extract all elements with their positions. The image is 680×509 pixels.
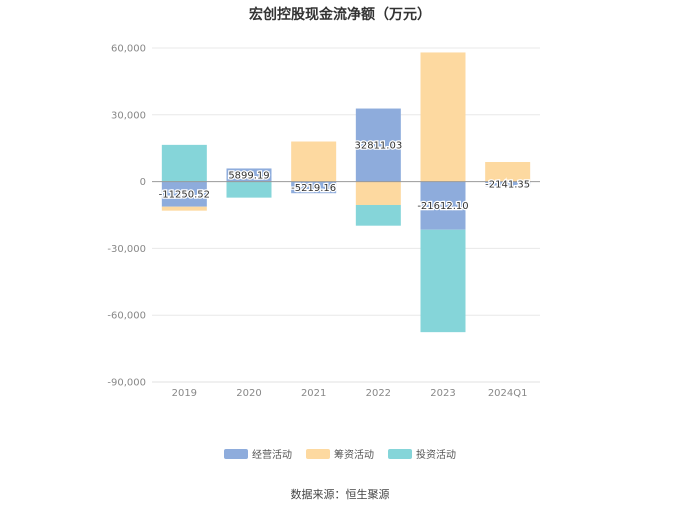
bar-筹资活动-2024Q1 bbox=[485, 162, 531, 182]
x-tick-label: 2022 bbox=[366, 388, 391, 399]
source-note: 数据来源：恒生聚源 bbox=[290, 488, 390, 501]
legend-swatch bbox=[224, 448, 248, 459]
legend-label: 投资活动 bbox=[416, 450, 456, 461]
data-label-2024Q1: -2141.35 bbox=[485, 179, 530, 190]
bar-经营活动-2023 bbox=[420, 181, 466, 230]
bar-投资活动-2022 bbox=[355, 204, 401, 226]
bar-筹资活动-2019 bbox=[161, 206, 207, 211]
x-tick-label: 2021 bbox=[301, 388, 326, 399]
bar-经营活动-2022 bbox=[355, 108, 401, 182]
legend-swatch bbox=[388, 448, 412, 459]
y-tick-label: 30,000 bbox=[111, 110, 146, 121]
legend-item[interactable]: 筹资活动 bbox=[306, 446, 374, 461]
bar-筹资活动-2021 bbox=[291, 141, 337, 182]
data-label-2019: -11250.52 bbox=[159, 190, 210, 201]
bar-经营活动-2019 bbox=[161, 181, 207, 207]
y-tick-label: 0 bbox=[140, 177, 146, 188]
y-tick-label: -90,000 bbox=[107, 378, 146, 389]
y-tick-label: -30,000 bbox=[107, 244, 146, 255]
bar-筹资活动-2022 bbox=[355, 181, 401, 205]
bar-投资活动-2020 bbox=[226, 181, 272, 198]
bar-投资活动-2019 bbox=[161, 144, 207, 182]
x-tick-label: 2024Q1 bbox=[488, 388, 528, 399]
legend-item[interactable]: 投资活动 bbox=[388, 446, 456, 461]
data-label-2020: 5899.19 bbox=[228, 171, 269, 182]
legend: 经营活动 筹资活动 投资活动 bbox=[0, 446, 680, 461]
bar-经营活动-2024Q1 bbox=[485, 181, 531, 187]
y-tick-label: 60,000 bbox=[111, 44, 146, 55]
data-label-2021: -5219.16 bbox=[291, 183, 336, 194]
chart-title: 宏创控股现金流净额（万元） bbox=[249, 7, 431, 23]
bar-投资活动-2023 bbox=[420, 229, 466, 333]
y-tick-label: -60,000 bbox=[107, 311, 146, 322]
bar-经营活动-2021 bbox=[291, 181, 337, 194]
bar-筹资活动-2023 bbox=[420, 52, 466, 182]
x-tick-label: 2020 bbox=[236, 388, 261, 399]
legend-label: 筹资活动 bbox=[334, 450, 374, 461]
bar-经营活动-2020 bbox=[226, 168, 272, 182]
legend-swatch bbox=[306, 448, 330, 459]
x-tick-label: 2019 bbox=[172, 388, 197, 399]
legend-item[interactable]: 经营活动 bbox=[224, 446, 292, 461]
x-tick-label: 2023 bbox=[430, 388, 455, 399]
legend-label: 经营活动 bbox=[252, 450, 292, 461]
data-label-2023: -21612.10 bbox=[417, 201, 468, 212]
data-label-2022: 32811.03 bbox=[354, 141, 402, 152]
